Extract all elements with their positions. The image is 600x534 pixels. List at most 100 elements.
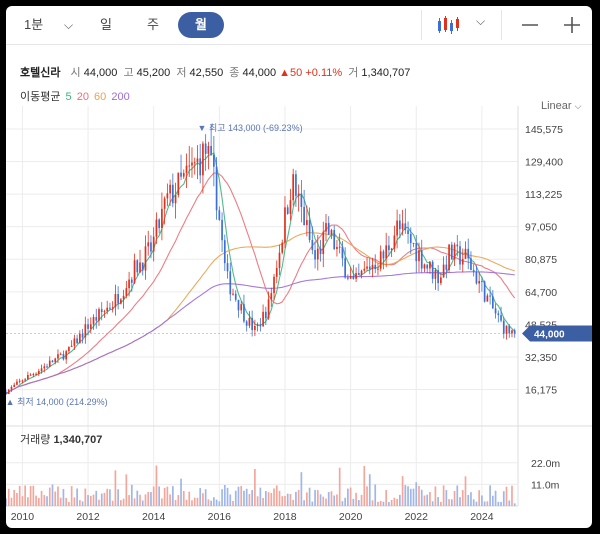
candle-body [27, 374, 29, 380]
volume-bar [185, 499, 188, 506]
volume-bar [51, 484, 54, 506]
volume-bar [199, 488, 202, 506]
candle-body [420, 250, 423, 269]
volume-bar [150, 492, 152, 506]
candle-body [470, 258, 472, 271]
volume-bar [461, 490, 464, 506]
volume-bar [423, 495, 426, 506]
volume-bar [333, 495, 336, 506]
volume-bar [182, 490, 185, 506]
toolbar-divider [421, 10, 422, 40]
candle-body [95, 317, 98, 321]
candle-body [6, 391, 7, 395]
volume-bar [13, 489, 16, 506]
volume-bar [48, 487, 51, 506]
volume-bar [106, 488, 109, 506]
candle-body [51, 360, 54, 363]
candle-body [256, 324, 259, 327]
candle-body [13, 384, 16, 387]
candle-body [341, 246, 344, 259]
candle-body [202, 143, 204, 176]
candle-body [415, 242, 418, 262]
candle-body [139, 262, 141, 273]
candle-body [46, 366, 48, 368]
candle-body [440, 277, 442, 284]
moving-average-legend[interactable]: 이동평균 5 20 60 200 [20, 88, 132, 104]
chart-type-chevron-down-icon[interactable]: ⌵ [476, 14, 486, 28]
candle-body [62, 353, 65, 360]
volume-bar [141, 500, 144, 506]
candle-body [32, 374, 35, 376]
volume-bar [84, 488, 87, 506]
scale-dropdown[interactable]: Linear ⌵ [541, 100, 581, 112]
candle-body [264, 311, 267, 319]
volume-bar [483, 501, 486, 506]
volume-bar [377, 501, 379, 506]
candlestick-icon[interactable] [436, 15, 460, 35]
candle-body [322, 231, 325, 255]
candle-body [81, 333, 84, 338]
volume-bar [338, 467, 341, 506]
volume-bar [314, 490, 316, 506]
candle-body [7, 389, 10, 395]
candle-body [450, 244, 453, 260]
volume-title-label: 거래량 [20, 433, 50, 446]
candle-body [262, 311, 264, 327]
candle-body [251, 317, 254, 331]
candle-body [325, 223, 327, 232]
candle-body [500, 315, 502, 321]
candle-body [412, 242, 415, 244]
price-tick-label: 97,050 [525, 222, 557, 234]
volume-bar [440, 501, 442, 506]
close-value: 44,000 [242, 67, 277, 79]
volume-bar [322, 496, 325, 506]
volume-bar [120, 500, 122, 506]
volume-bar [511, 485, 513, 506]
volume-bar [68, 502, 70, 506]
volume-bar [76, 488, 78, 506]
volume-bar [445, 490, 448, 506]
volume-bar [393, 497, 396, 506]
candle-body [297, 193, 300, 196]
price-chart[interactable]: 145,575 129,400 113,225 97,050 80,875 64,700 4… [6, 6, 592, 528]
volume-bar [390, 499, 393, 506]
volume-tick-label: 22.0m [531, 458, 560, 470]
candle-body [349, 275, 352, 279]
volume-bar [188, 491, 191, 506]
volume-bar [494, 490, 497, 506]
candle-body [398, 220, 401, 230]
plus-icon[interactable] [562, 14, 582, 36]
candle-body [92, 317, 95, 325]
candle-body [338, 246, 341, 248]
volume-bar [237, 486, 240, 506]
volume-bar [374, 484, 377, 506]
candle-body [275, 267, 278, 277]
candle-body [16, 381, 18, 385]
tab-day[interactable]: 일 [100, 17, 112, 32]
candle-body [223, 240, 226, 264]
candle-body [448, 244, 450, 270]
volume-bar [464, 476, 467, 506]
candle-body [213, 154, 215, 167]
candle-body [344, 258, 346, 278]
volume-bar [89, 495, 92, 506]
volume-bar [470, 492, 472, 506]
min-price-label: ▲ 최저 14,000 (214.29%) [6, 397, 108, 407]
range-dropdown[interactable]: 1분 ⌵ [24, 14, 84, 36]
tab-week[interactable]: 주 [147, 17, 159, 32]
high-label: 고 [123, 67, 134, 79]
candle-body [163, 198, 166, 209]
minus-icon[interactable] [520, 14, 540, 36]
volume-bar [306, 492, 308, 506]
candle-body [472, 270, 475, 272]
candle-body [418, 250, 420, 262]
candle-body [259, 324, 262, 327]
candle-body [161, 208, 163, 229]
chevron-down-icon: ⌵ [574, 101, 582, 111]
change-percent: +0.11% [305, 67, 343, 79]
close-label: 종 [229, 67, 240, 79]
tab-month[interactable]: 월 [178, 12, 224, 38]
volume-bar [407, 486, 409, 506]
candle-body [254, 326, 256, 331]
candle-body [240, 304, 243, 311]
